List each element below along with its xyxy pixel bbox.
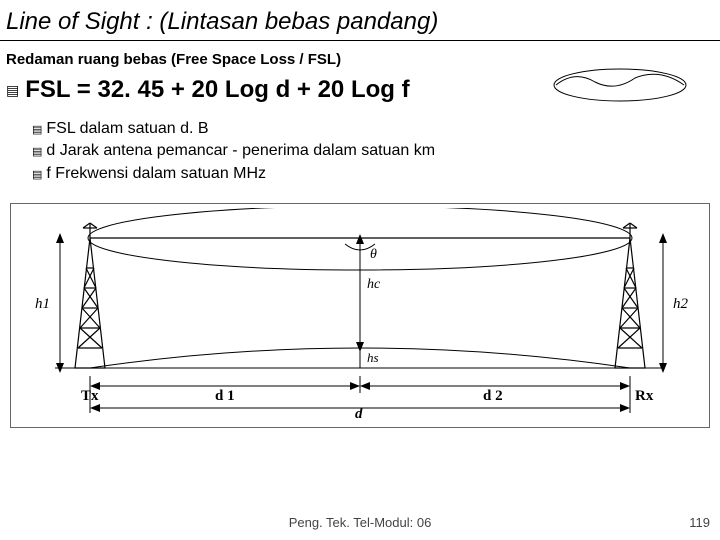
footer-center: Peng. Tek. Tel-Modul: 06 [289,515,432,530]
list-item: ▤ f Frekwensi dalam satuan MHz [32,163,714,185]
list-item: ▤ FSL dalam satuan d. B [32,118,714,140]
definitions-list: ▤ FSL dalam satuan d. B ▤ d Jarak antena… [0,104,720,185]
list-item: ▤ d Jarak antena pemancar - penerima dal… [32,140,714,162]
bullet-icon: ▤ [32,145,42,160]
page-title: Line of Sight : (Lintasan bebas pandang) [0,0,720,41]
los-diagram: h1 h2 hc hs θ d 1 d 2 [10,203,710,428]
formula-text: FSL = 32. 45 + 20 Log d + 20 Log f [25,76,409,104]
label-hc: hc [367,277,381,292]
label-h2: h2 [673,296,689,312]
page-number: 119 [689,515,710,530]
label-rx: Rx [635,388,654,404]
label-d: d [355,406,363,418]
definition-text: f Frekwensi dalam satuan MHz [46,163,266,185]
bullet-icon: ▤ [32,168,42,183]
ellipse-sketch-icon [550,62,690,108]
label-d1: d 1 [215,388,235,404]
label-d2: d 2 [483,388,503,404]
bullet-icon: ▤ [6,82,19,99]
label-tx: Tx [81,388,99,404]
definition-text: FSL dalam satuan d. B [46,118,208,140]
definition-text: d Jarak antena pemancar - penerima dalam… [46,140,435,162]
label-hs: hs [367,350,379,365]
bullet-icon: ▤ [32,123,42,138]
label-theta: θ [370,247,377,262]
label-h1: h1 [35,296,50,312]
